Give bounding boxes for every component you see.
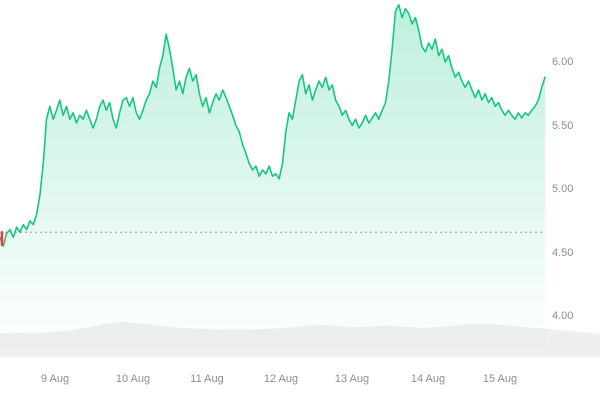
y-axis-tick-label: 6.00 xyxy=(552,56,574,68)
y-axis-tick-label: 4.50 xyxy=(552,246,574,259)
price-area-fill xyxy=(0,4,545,359)
x-axis-tick-label: 9 Aug xyxy=(40,373,70,385)
x-axis-tick-label: 15 Aug xyxy=(482,373,518,385)
y-axis-tick-label: 4.00 xyxy=(552,310,574,322)
y-axis-tick-label: 5.00 xyxy=(552,183,574,195)
x-axis-tick-label: 12 Aug xyxy=(263,373,299,385)
x-axis-tick-label: 11 Aug xyxy=(190,373,224,385)
x-axis-tick-label: 14 Aug xyxy=(410,373,446,385)
y-axis-tick-label: 5.50 xyxy=(552,119,574,132)
x-axis-tick-label: 13 Aug xyxy=(334,373,370,385)
x-axis-tick-label: 10 Aug xyxy=(115,373,151,385)
price-line xyxy=(0,4,546,247)
